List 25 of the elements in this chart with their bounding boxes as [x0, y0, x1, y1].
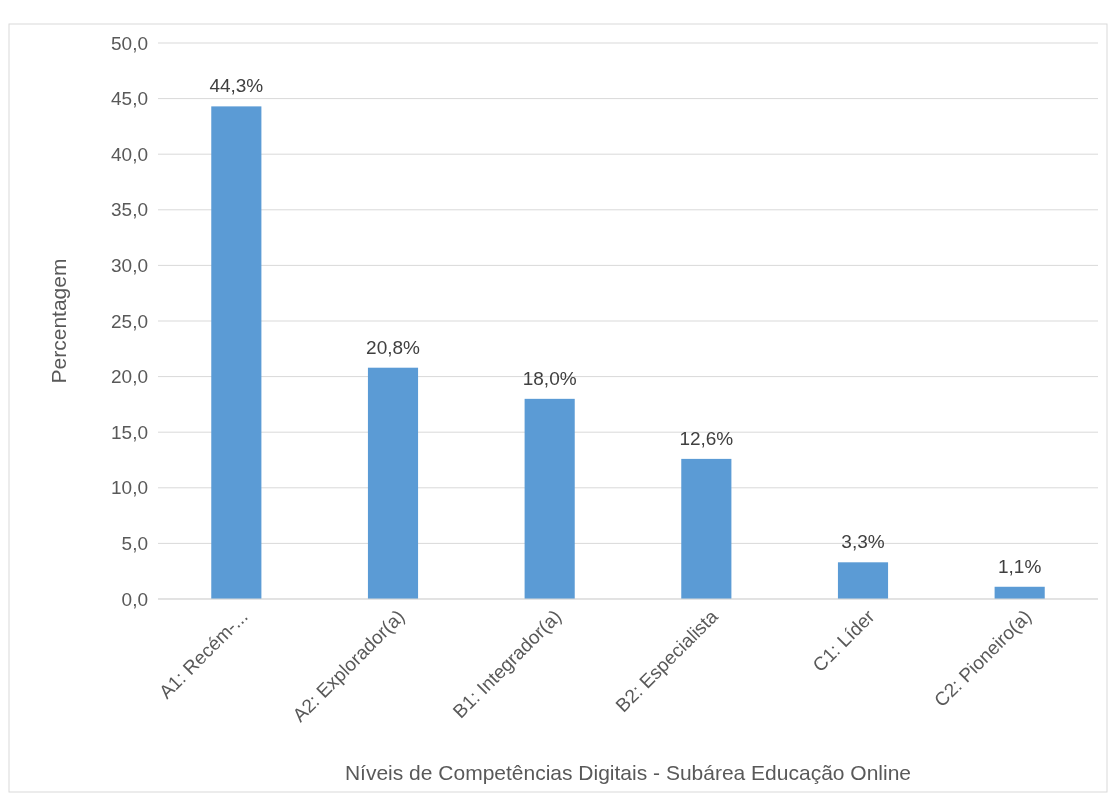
y-tick-label: 5,0: [121, 533, 148, 555]
bar: [837, 562, 889, 599]
data-label: 3,3%: [841, 531, 885, 553]
y-tick-label: 25,0: [111, 310, 148, 332]
data-label: 18,0%: [522, 367, 577, 389]
bar: [681, 458, 732, 599]
y-tick-label: 35,0: [111, 199, 148, 221]
data-label: 44,3%: [209, 75, 264, 97]
y-tick-label: 45,0: [111, 88, 148, 110]
y-tick-label: 50,0: [111, 32, 148, 54]
data-label: 1,1%: [998, 555, 1042, 577]
y-tick-label: 30,0: [111, 255, 148, 277]
y-tick-label: 15,0: [111, 421, 148, 443]
bar: [994, 586, 1045, 599]
bar: [367, 367, 419, 599]
data-label: 20,8%: [366, 336, 421, 358]
y-tick-label: 20,0: [111, 366, 148, 388]
x-axis-title: Níveis de Competências Digitais - Subárea Educação Online: [344, 761, 912, 784]
data-label: 12,6%: [679, 427, 734, 449]
bar: [524, 398, 575, 599]
y-tick-label: 10,0: [111, 477, 148, 499]
y-tick-label: 40,0: [111, 143, 148, 165]
y-axis-title: Percentagem: [47, 258, 70, 384]
y-tick-label: 0,0: [121, 588, 148, 610]
bar: [211, 106, 262, 599]
